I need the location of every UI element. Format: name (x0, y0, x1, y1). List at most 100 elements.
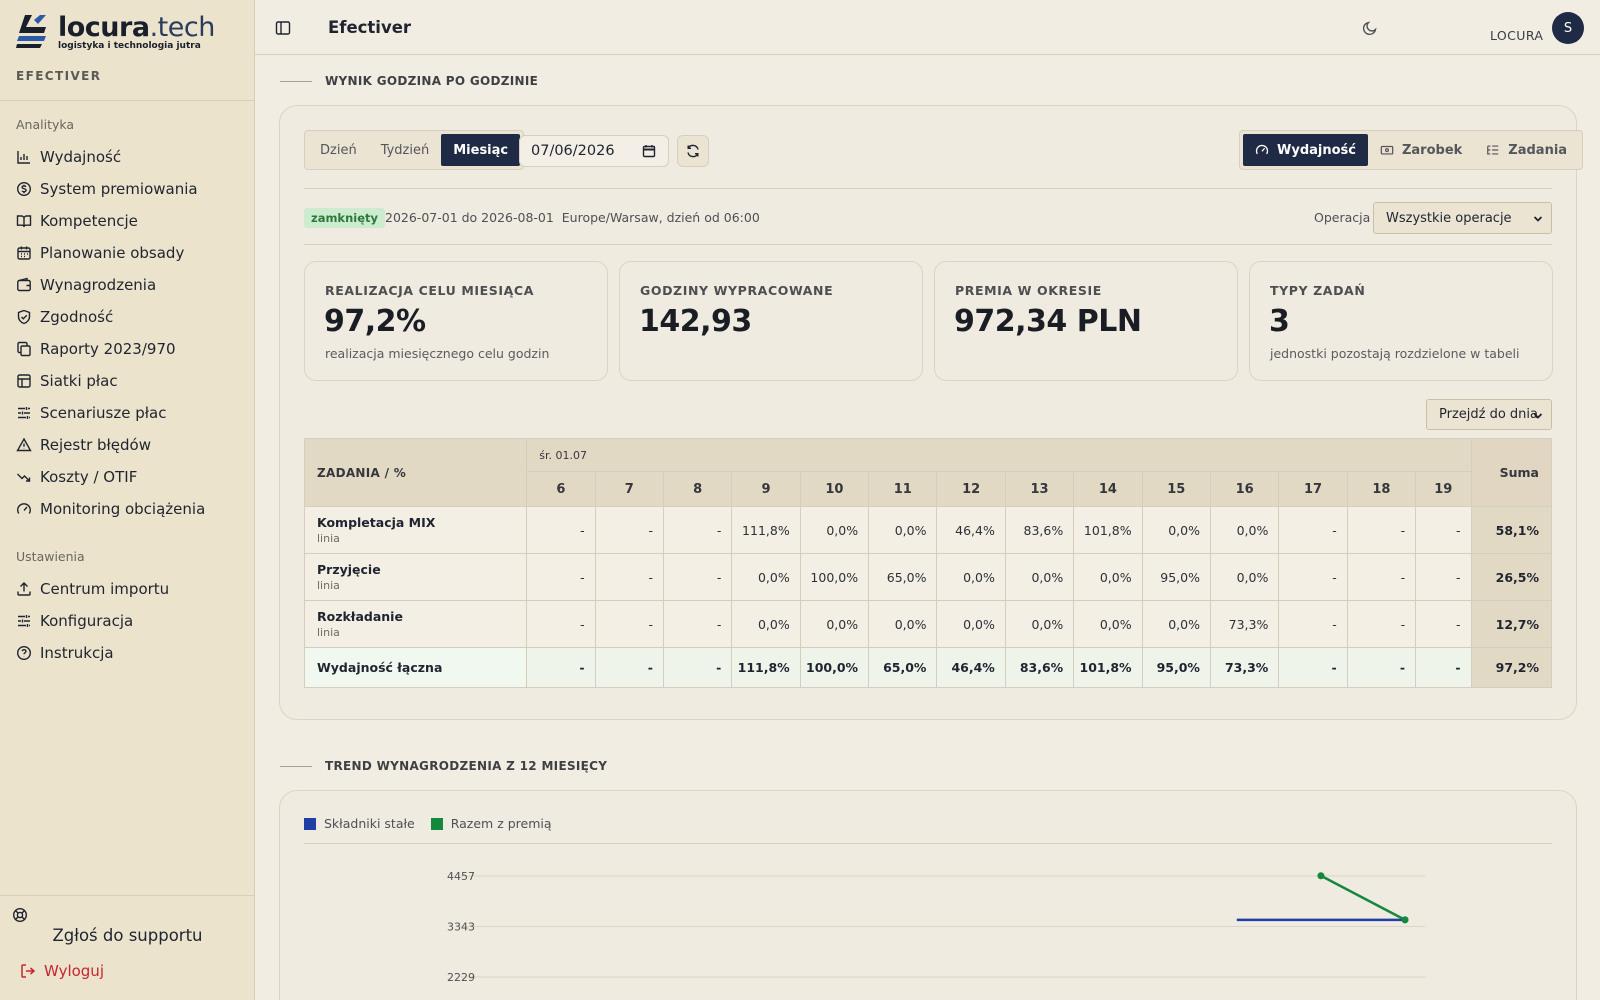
legend-swatch (430, 817, 443, 830)
kpi-card-task-types: TYPY ZADAŃ 3 jednostki pozostają rozdzie… (1249, 261, 1553, 381)
sidebar-item-wydajnosc[interactable]: Wydajność (0, 141, 255, 173)
y-tick-label: 3343 (447, 921, 475, 934)
table-cell: - (526, 600, 596, 648)
sidebar-item-label: Centrum importu (40, 580, 170, 598)
operation-select[interactable]: Wszystkie operacje (1373, 202, 1552, 234)
kpi-subtext: jednostki pozostają rozdzielone w tabeli (1270, 346, 1520, 361)
table-cell: - (1415, 600, 1472, 648)
table-cell: - (662, 600, 733, 648)
logo[interactable]: locura.tech logistyka i technologia jutr… (16, 14, 215, 51)
table-cell: - (1415, 647, 1472, 688)
task-name: Rozkładanie (317, 609, 403, 624)
sidebar-toggle-icon[interactable] (275, 20, 291, 36)
table-cell: - (1346, 553, 1417, 601)
sidebar-item-label: Zgodność (40, 308, 114, 326)
y-tick-label: 2229 (447, 971, 475, 984)
table-cell: - (594, 506, 664, 554)
series-line-total (1320, 874, 1406, 921)
table-cell: - (594, 553, 664, 601)
table-hour-header: 6 (526, 471, 596, 507)
sidebar-item-koszty-otif[interactable]: Koszty / OTIF (0, 461, 255, 493)
table-sum-cell: 26,5% (1470, 553, 1553, 601)
view-tab-zarobek[interactable]: Zarobek (1368, 134, 1474, 166)
page-title: Efectiver (328, 18, 412, 37)
table-cell: 83,6% (1004, 647, 1075, 688)
sidebar-item-label: Monitoring obciążenia (40, 500, 206, 518)
kpi-card-bonus: PREMIA W OKRESIE 972,34 PLN (934, 261, 1238, 381)
sidebar-item-scenariusze-plac[interactable]: Scenariusze płac (0, 397, 255, 429)
shield-check-icon (17, 309, 31, 325)
operation-select-value: Wszystkie operacje (1386, 210, 1512, 226)
chevron-down-icon (1533, 216, 1543, 222)
logout-button[interactable]: Wyloguj (20, 962, 104, 980)
sidebar-item-centrum-importu[interactable]: Centrum importu (0, 573, 255, 605)
date-input[interactable]: 07/06/2026 (519, 135, 669, 167)
sidebar-item-monitoring-obciazenia[interactable]: Monitoring obciążenia (0, 493, 255, 525)
table-cell: 0,0% (1209, 553, 1280, 601)
view-tab-label: Zarobek (1401, 142, 1463, 158)
table-cell: 0,0% (1004, 553, 1075, 601)
table-row: Przyjęcie linia - - -0,0% 100,0% 65,0% 0,0% 0,0%… (303, 553, 1553, 601)
refresh-button[interactable] (677, 135, 709, 167)
table-sum-cell: 97,2% (1470, 647, 1553, 688)
task-name-cell: Rozkładanie linia (303, 600, 528, 648)
view-toggle: Wydajność Zarobek Zadania (1239, 130, 1584, 170)
sidebar-item-wynagrodzenia[interactable]: Wynagrodzenia (0, 269, 255, 301)
task-type: linia (317, 532, 340, 545)
list-icon (1487, 145, 1499, 155)
table-header-sum: Suma (1470, 438, 1553, 507)
date-input-value: 07/06/2026 (531, 143, 615, 159)
sidebar-item-label: Rejestr błędów (40, 436, 151, 454)
table-cell: - (1346, 506, 1417, 554)
sidebar-item-kompetencje[interactable]: Kompetencje (0, 205, 255, 237)
kpi-value: 142,93 (639, 304, 752, 339)
table-icon (17, 374, 31, 388)
period-toggle: Dzień Tydzień Miesiąc (304, 130, 525, 170)
view-tab-wydajnosc[interactable]: Wydajność (1243, 134, 1368, 166)
avatar[interactable]: S (1552, 12, 1584, 44)
kpi-value: 3 (1269, 304, 1290, 339)
sidebar-item-instrukcja[interactable]: Instrukcja (0, 637, 255, 669)
sidebar-item-planowanie-obsady[interactable]: Planowanie obsady (0, 237, 255, 269)
jump-to-day-select[interactable]: Przejdź do dnia (1426, 399, 1552, 430)
sidebar-item-zgodnosc[interactable]: Zgodność (0, 301, 255, 333)
table-cell: 101,8% (1073, 647, 1143, 688)
period-tab-month[interactable]: Miesiąc (441, 134, 521, 166)
table-cell: 0,0% (868, 506, 938, 554)
table-total-row: Wydajność łączna - - -111,8% 100,0% 65,0% 46,4… (303, 647, 1553, 688)
sidebar-item-label: Koszty / OTIF (40, 468, 138, 486)
chart-legend: Składniki stałe Razem z premią (304, 816, 568, 831)
table-cell: - (1278, 647, 1348, 688)
sidebar-item-siatki-plac[interactable]: Siatki płac (0, 365, 255, 397)
sidebar-item-label: Wydajność (40, 148, 122, 166)
task-name: Kompletacja MIX (317, 515, 436, 530)
table-cell: - (526, 506, 596, 554)
moon-icon[interactable] (1362, 20, 1378, 36)
calendar-icon[interactable] (642, 144, 656, 158)
kpi-card-goal: REALIZACJA CELU MIESIĄCA 97,2% realizacj… (304, 261, 608, 381)
legend-item-fixed: Składniki stałe (304, 816, 415, 831)
sidebar-item-label: Instrukcja (40, 644, 114, 662)
gauge-icon (1255, 144, 1269, 155)
hourly-card: Dzień Tydzień Miesiąc 07/06/2026 Wydajno… (279, 105, 1584, 720)
table-hour-header: 16 (1209, 471, 1280, 507)
support-button[interactable]: Zgłoś do supportu (52, 926, 203, 945)
gauge-icon (17, 503, 31, 514)
view-tab-label: Zadania (1508, 142, 1568, 158)
table-hour-header: 14 (1073, 471, 1143, 507)
view-tab-zadania[interactable]: Zadania (1474, 134, 1579, 166)
sidebar-item-system-premiowania[interactable]: System premiowania (0, 173, 255, 205)
period-tab-week[interactable]: Tydzień (380, 142, 430, 158)
sidebar-item-raporty[interactable]: Raporty 2023/970 (0, 333, 255, 365)
table-cell: 0,0% (1073, 553, 1143, 601)
period-tab-day[interactable]: Dzień (320, 142, 357, 158)
range-info: 2026-07-01 do 2026-08-01 Europe/Warsaw, … (385, 210, 760, 225)
sidebar-item-rejestr-bledow[interactable]: Rejestr błędów (0, 429, 255, 461)
user-name: LOCURA (1490, 28, 1544, 43)
sidebar-item-label: Raporty 2023/970 (40, 340, 176, 358)
table-row: Rozkładanie linia - - -0,0% 0,0% 0,0% 0,0% 0,0% 0… (303, 600, 1553, 648)
table-hour-header: 8 (662, 471, 733, 507)
table-hour-header: 7 (594, 471, 664, 507)
sidebar-item-konfiguracja[interactable]: Konfiguracja (0, 605, 255, 637)
refresh-icon (687, 144, 699, 158)
